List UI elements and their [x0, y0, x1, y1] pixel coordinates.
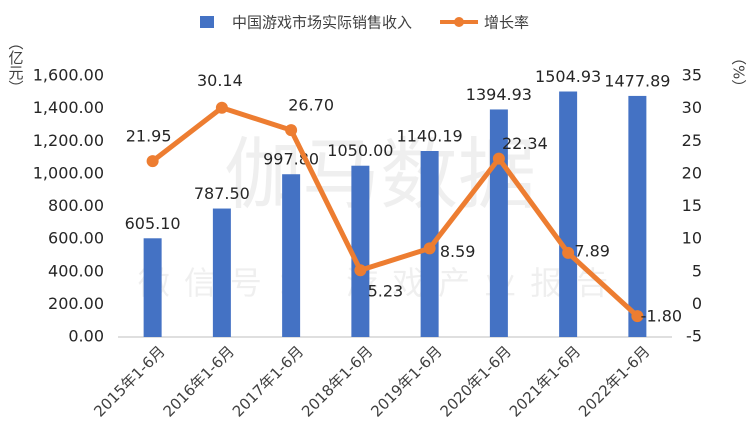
y2-tick-label: 35	[682, 66, 702, 85]
y-tick-label: 200.00	[48, 294, 104, 313]
y-tick-label: 1,200.00	[33, 131, 104, 150]
y-tick-label: 1,000.00	[33, 163, 104, 182]
y-tick-label: 0.00	[68, 327, 104, 346]
y2-axis-label: （%）	[730, 50, 748, 94]
line-value-label: 22.34	[502, 134, 548, 153]
bar	[282, 174, 301, 337]
y2-tick-label: 0	[692, 294, 702, 313]
bar-value-label: 1050.00	[327, 141, 393, 160]
line-value-label: -1.80	[641, 307, 682, 326]
line	[151, 105, 640, 318]
bar-value-label: 787.50	[194, 184, 250, 203]
line-value-label: 21.95	[126, 127, 172, 146]
y2-tick-label: 30	[682, 98, 702, 117]
line-marker	[146, 155, 159, 168]
line-marker	[354, 264, 367, 277]
legend-swatch	[454, 17, 465, 27]
line-value-label: 30.14	[197, 71, 243, 90]
legend-label: 中国游戏市场实际销售收入	[232, 14, 412, 32]
y-axis-label: （亿元）	[7, 35, 25, 95]
x-tick-label: 2016年1-6月	[160, 342, 238, 420]
line-marker	[215, 101, 228, 114]
x-tick-label: 2020年1-6月	[437, 342, 515, 420]
y2-tick-label: 25	[682, 131, 702, 150]
y2-tick-label: 20	[682, 163, 702, 182]
bar-value-label: 1504.93	[535, 67, 601, 86]
x-tick-label: 2022年1-6月	[575, 342, 653, 420]
line-value-label: 8.59	[440, 242, 476, 261]
line-marker	[631, 310, 644, 323]
y-tick-label: 400.00	[48, 261, 104, 280]
bar-value-label: 1140.19	[397, 127, 463, 146]
bar	[351, 165, 370, 337]
line-value-label: 5.23	[368, 282, 404, 301]
bar-value-label: 605.10	[125, 214, 181, 233]
bar	[628, 95, 647, 338]
y-tick-label: 1,600.00	[33, 66, 104, 85]
x-tick-label: 2015年1-6月	[90, 342, 168, 420]
legend-swatch	[200, 16, 214, 28]
x-tick-label: 2019年1-6月	[367, 342, 445, 420]
bar-value-label: 1477.89	[604, 71, 670, 90]
line-marker	[492, 152, 505, 165]
bar-value-label: 1394.93	[466, 85, 532, 104]
bar	[143, 238, 162, 337]
y-tick-label: 800.00	[48, 196, 104, 215]
y2-tick-label: 15	[682, 196, 702, 215]
x-tick-label: 2021年1-6月	[506, 342, 584, 420]
y2-tick-label: 5	[692, 261, 702, 280]
line-marker	[423, 242, 436, 255]
y-tick-label: 1,400.00	[33, 98, 104, 117]
line-value-label: 26.70	[288, 96, 334, 115]
y-tick-label: 600.00	[48, 229, 104, 248]
bar	[212, 208, 231, 337]
line-value-label: 7.89	[574, 241, 610, 260]
y2-tick-label: -5	[686, 327, 702, 346]
x-tick-label: 2018年1-6月	[298, 342, 376, 420]
legend-label: 增长率	[484, 14, 529, 32]
line-marker	[285, 124, 298, 137]
bar	[559, 91, 578, 337]
line-marker	[562, 246, 575, 259]
y2-tick-label: 10	[682, 229, 702, 248]
x-tick-label: 2017年1-6月	[229, 342, 307, 420]
